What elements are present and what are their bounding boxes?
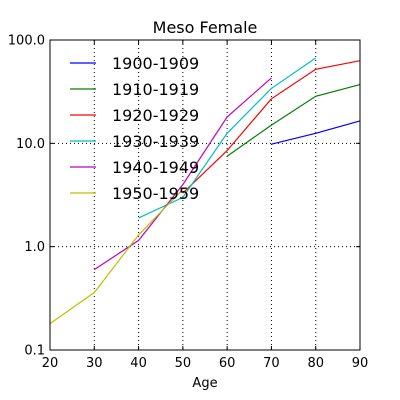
legend-label: 1900-1909 [112,54,199,73]
series-lines [49,57,361,325]
x-tick-label: 70 [263,356,280,371]
x-tick-label: 20 [42,356,59,371]
x-tick-label: 60 [219,356,236,371]
x-tick-label: 40 [130,356,147,371]
plot-frame [49,39,361,351]
x-tick-label: 30 [86,356,103,371]
legend-label: 1930-1939 [112,132,199,151]
x-axis-label: Age [192,376,217,391]
series-line-1910-1919 [226,84,361,157]
series-line-1920-1929 [182,60,361,194]
y-tick-label: 100.0 [8,34,45,49]
y-tick-label: 0.1 [24,344,45,359]
series-line-1940-1949 [93,77,272,271]
legend: 1900-1909 1910-1919 1920-1929 1930-1939 1940… [70,54,199,203]
y-tick-label: 1.0 [24,240,45,255]
y-tick-label: 10.0 [16,137,45,152]
axis-ticks: 20 30 40 50 60 70 80 90 0.1 1.0 10.0 100.0 [8,34,368,372]
chart-title: Meso Female [153,18,258,37]
legend-label: 1920-1929 [112,106,199,125]
series-line-1950-1959 [49,188,184,325]
legend-label: 1910-1919 [112,80,199,99]
series-line-1900-1909 [271,120,361,145]
x-tick-label: 50 [175,356,192,371]
x-tick-label: 90 [352,356,369,371]
legend-label: 1950-1959 [112,184,199,203]
legend-label: 1940-1949 [112,158,199,177]
x-tick-label: 80 [307,356,324,371]
